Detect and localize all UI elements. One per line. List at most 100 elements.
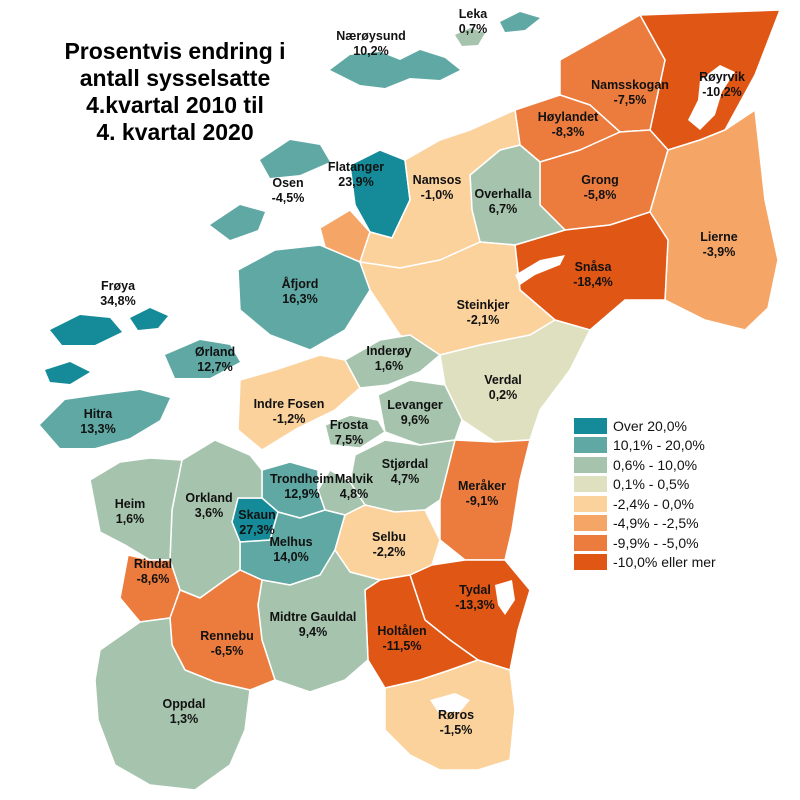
label-orkland-name: Orkland	[185, 491, 233, 505]
label-malvik: Malvik 4,8%	[335, 472, 373, 502]
label-frosta-name: Frosta	[329, 418, 369, 432]
label-flatanger: Flatanger 23,9%	[328, 160, 384, 190]
label-skaun: Skaun 27,3%	[238, 508, 276, 538]
label-leka-name: Leka	[458, 7, 488, 21]
label-afjord-name: Åfjord	[281, 277, 319, 291]
island-coast-1	[260, 140, 330, 178]
label-lierne-value: -3,9%	[702, 245, 736, 259]
legend-item: -2,4% - 0,0%	[574, 494, 716, 514]
label-naeroysund-name: Nærøysund	[336, 29, 406, 43]
label-oppdal-name: Oppdal	[162, 697, 206, 711]
region-roeros	[384, 659, 516, 771]
legend-item: 0,1% - 0,5%	[574, 475, 716, 495]
label-levanger-name: Levanger	[387, 398, 443, 412]
map-title: Prosentvis endring i antall sysselsatte …	[64, 38, 286, 145]
label-malvik-name: Malvik	[334, 472, 374, 486]
legend-swatch	[574, 456, 607, 473]
label-hitra: Hitra 13,3%	[80, 407, 115, 437]
label-hoeylandet-name: Høylandet	[537, 110, 599, 124]
label-midtre-gauldal-name: Midtre Gauldal	[269, 610, 357, 624]
label-afjord-value: 16,3%	[282, 292, 318, 306]
label-hoeylandet: Høylandet -8,3%	[538, 110, 598, 140]
label-steinkjer: Steinkjer -2,1%	[457, 298, 510, 328]
label-trondheim: Trondheim 12,9%	[270, 472, 334, 502]
label-rennebu-value: -6,5%	[210, 644, 244, 658]
label-oppdal-value: 1,3%	[169, 712, 199, 726]
island-naeroysund-a	[330, 50, 460, 88]
label-roeyrvik: Røyrvik -10,2%	[699, 70, 745, 100]
label-snaasa-name: Snåsa	[574, 260, 612, 274]
label-meraaker: Meråker -9,1%	[458, 479, 506, 509]
region-oppdal	[94, 617, 251, 791]
label-snaasa-value: -18,4%	[573, 275, 613, 289]
legend-label: 0,6% - 10,0%	[613, 456, 698, 473]
label-rennebu-name: Rennebu	[200, 629, 254, 643]
label-stjordal-value: 4,7%	[390, 472, 420, 486]
region-namsos	[359, 109, 521, 269]
label-heim-value: 1,6%	[115, 512, 145, 526]
label-levanger-value: 9,6%	[400, 413, 430, 427]
legend-swatch	[574, 476, 607, 493]
label-hoeylandet-value: -8,3%	[551, 125, 585, 139]
label-grong-name: Grong	[581, 173, 619, 187]
lakes	[430, 65, 735, 712]
label-oerland-name: Ørland	[194, 345, 236, 359]
island-naeroysund-b	[500, 12, 540, 32]
label-inderoey: Inderøy 1,6%	[366, 344, 411, 374]
region-frosta	[324, 414, 386, 449]
label-malvik-value: 4,8%	[339, 487, 369, 501]
legend-item: -10,0% eller mer	[574, 553, 716, 573]
legend: Over 20,0% 10,1% - 20,0% 0,6% - 10,0% 0,…	[574, 416, 716, 572]
label-snaasa: Snåsa -18,4%	[573, 260, 613, 290]
label-osen: Osen -4,5%	[272, 176, 305, 206]
region-afjord	[237, 244, 371, 351]
label-froeya-value: 34,8%	[100, 294, 136, 308]
label-trondheim-name: Trondheim	[270, 472, 334, 486]
label-oerland-value: 12,7%	[197, 360, 233, 374]
label-midtre-gauldal-value: 9,4%	[298, 625, 328, 639]
label-froeya-name: Frøya	[100, 279, 136, 293]
label-selbu-name: Selbu	[371, 530, 407, 544]
label-naeroysund: Nærøysund 10,2%	[336, 29, 405, 59]
label-steinkjer-value: -2,1%	[466, 313, 500, 327]
label-rindal-name: Rindal	[133, 557, 173, 571]
label-tydal: Tydal -13,3%	[455, 583, 495, 613]
label-orkland-value: 3,6%	[194, 506, 224, 520]
label-levanger: Levanger 9,6%	[387, 398, 443, 428]
label-holtaalen-name: Holtålen	[377, 624, 427, 638]
label-overhalla-name: Overhalla	[474, 187, 532, 201]
label-holtaalen: Holtålen -11,5%	[377, 624, 426, 654]
legend-label: -9,9% - -5,0%	[613, 534, 699, 551]
island-leka	[455, 28, 485, 46]
label-namsskogan: Namsskogan -7,5%	[591, 78, 669, 108]
legend-label: -2,4% - 0,0%	[613, 495, 694, 512]
label-rindal: Rindal -8,6%	[134, 557, 172, 587]
island-froya-2	[45, 362, 90, 384]
region-indre-fosen	[237, 354, 361, 451]
label-lierne-name: Lierne	[700, 230, 738, 244]
label-osen-name: Osen	[272, 176, 304, 190]
legend-label: 0,1% - 0,5%	[613, 476, 690, 493]
lake-snaasavatnet	[515, 255, 565, 285]
label-verdal-name: Verdal	[484, 373, 522, 387]
label-oerland: Ørland 12,7%	[195, 345, 235, 375]
region-meraaker	[439, 439, 531, 561]
label-afjord: Åfjord 16,3%	[282, 277, 319, 307]
legend-swatch	[574, 437, 607, 454]
region-inderoey	[344, 334, 441, 389]
label-selbu: Selbu -2,2%	[372, 530, 406, 560]
label-stjordal: Stjørdal 4,7%	[382, 457, 429, 487]
label-tydal-name: Tydal	[459, 583, 491, 597]
label-namsos-value: -1,0%	[420, 188, 454, 202]
label-verdal-value: 0,2%	[488, 388, 518, 402]
label-frosta: Frosta 7,5%	[330, 418, 368, 448]
label-flatanger-name: Flatanger	[327, 160, 385, 174]
label-holtaalen-value: -11,5%	[382, 639, 422, 653]
label-namsskogan-name: Namsskogan	[591, 78, 669, 92]
label-rennebu: Rennebu -6,5%	[200, 629, 253, 659]
island-coast-2	[210, 205, 265, 240]
coastal-islands	[40, 12, 540, 448]
label-froeya: Frøya 34,8%	[100, 279, 135, 309]
legend-item: 10,1% - 20,0%	[574, 436, 716, 456]
